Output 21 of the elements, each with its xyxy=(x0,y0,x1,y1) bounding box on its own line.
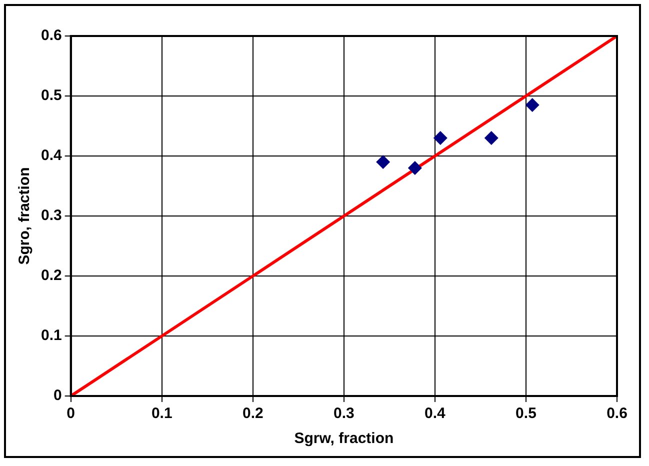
y-tick-label: 0 xyxy=(54,387,62,404)
x-tick-label: 0.1 xyxy=(151,405,172,422)
point xyxy=(408,161,422,175)
x-tick-label: 0.5 xyxy=(516,405,536,422)
x-tick-label: 0.6 xyxy=(606,405,628,422)
x-tick-label: 0.2 xyxy=(242,405,264,422)
point xyxy=(484,131,498,145)
y-tick-label: 0.4 xyxy=(40,147,62,164)
y-tick-label: 0.2 xyxy=(40,267,62,284)
x-tick-label: 0 xyxy=(66,405,76,422)
y-tick-label: 0.3 xyxy=(40,207,62,224)
x-axis-title: Sgrw, fraction xyxy=(294,430,394,448)
x-tick-label: 0.3 xyxy=(333,405,354,422)
x-tick-label: 0.4 xyxy=(424,405,446,422)
y-axis-title: Sgro, fraction xyxy=(16,167,34,265)
point xyxy=(376,155,390,169)
y-tick-label: 0.6 xyxy=(40,27,62,44)
point xyxy=(433,131,448,145)
y-tick-label: 0.1 xyxy=(40,327,62,344)
point xyxy=(525,98,540,112)
y-tick-label: 0.5 xyxy=(40,87,62,104)
